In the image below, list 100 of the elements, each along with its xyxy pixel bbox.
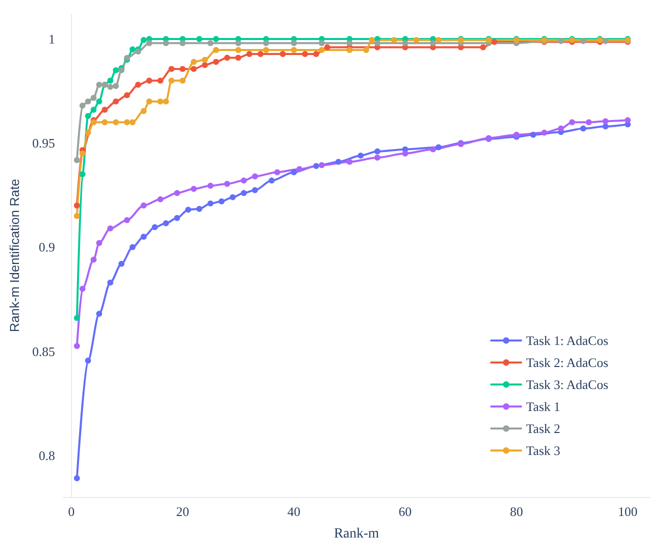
point: [79, 150, 86, 156]
point: [157, 78, 164, 84]
point: [235, 40, 242, 46]
point: [602, 123, 608, 130]
point: [107, 78, 114, 84]
point: [90, 256, 97, 263]
legend-label: Task 3: AdaCos: [526, 377, 608, 392]
point: [558, 38, 564, 44]
point: [324, 44, 330, 50]
point: [196, 206, 202, 212]
point: [74, 475, 80, 482]
point: [235, 54, 242, 61]
point: [252, 173, 258, 180]
legend-label: Task 1: AdaCos: [526, 333, 608, 348]
point: [258, 50, 264, 57]
point: [368, 37, 375, 44]
x-tick-label: 60: [398, 504, 412, 519]
point: [296, 166, 302, 172]
point: [602, 38, 608, 44]
x-tick-label: 80: [510, 504, 523, 519]
point: [436, 37, 442, 44]
point: [140, 234, 147, 240]
point: [174, 190, 180, 196]
point: [280, 50, 286, 57]
point: [374, 40, 380, 46]
point: [363, 47, 370, 54]
point: [107, 84, 114, 90]
point: [335, 158, 342, 165]
point: [157, 98, 164, 104]
legend-label: Task 3: [526, 443, 560, 458]
x-tick-label: 20: [176, 504, 190, 519]
point: [162, 98, 169, 104]
point: [290, 40, 297, 46]
point: [74, 212, 80, 219]
point: [580, 38, 586, 44]
legend-label: Task 2: AdaCos: [526, 355, 608, 370]
y-tick-label: 0.8: [38, 448, 55, 463]
point: [140, 202, 147, 209]
point: [207, 182, 214, 189]
point: [207, 40, 214, 46]
point: [240, 178, 247, 184]
legend-label: Task 1: [526, 399, 560, 414]
point: [624, 117, 631, 124]
point: [140, 108, 147, 114]
point: [124, 92, 130, 98]
point: [436, 144, 442, 150]
point: [391, 37, 398, 44]
point: [146, 40, 152, 46]
point: [146, 98, 152, 104]
point: [85, 98, 92, 104]
point: [162, 220, 169, 226]
point: [290, 169, 297, 176]
point: [224, 180, 230, 187]
point: [174, 215, 180, 222]
point: [74, 157, 80, 164]
point: [313, 50, 320, 57]
point: [190, 186, 197, 192]
point: [218, 198, 225, 204]
point: [224, 54, 230, 61]
y-tick-label: 0.85: [32, 344, 55, 359]
point: [185, 206, 192, 213]
point: [346, 158, 353, 165]
y-axis-title: Rank-m Identification Rate: [7, 178, 22, 332]
point: [402, 40, 408, 46]
point: [85, 130, 92, 136]
point: [413, 37, 420, 44]
point: [318, 40, 325, 46]
point: [480, 44, 486, 50]
point: [124, 119, 130, 126]
point: [190, 58, 197, 65]
point: [252, 187, 258, 194]
x-axis-title: Rank-m: [334, 526, 380, 542]
point: [79, 171, 86, 178]
point: [118, 260, 124, 267]
point: [430, 146, 436, 152]
point: [202, 56, 208, 63]
point: [168, 66, 174, 72]
point: [196, 36, 202, 42]
point: [246, 50, 252, 57]
point: [580, 126, 586, 132]
point: [318, 47, 325, 54]
point: [79, 286, 86, 292]
point: [263, 40, 270, 46]
point: [374, 154, 380, 161]
point: [202, 62, 208, 68]
point: [263, 47, 270, 54]
point: [180, 40, 186, 46]
point: [230, 194, 236, 200]
point: [130, 119, 136, 126]
point: [96, 310, 102, 317]
x-tick-label: 100: [618, 504, 638, 519]
point: [530, 132, 536, 138]
point: [302, 50, 308, 57]
point: [162, 40, 169, 46]
point: [558, 126, 564, 132]
point: [74, 314, 80, 321]
y-tick-label: 1: [48, 31, 55, 46]
point: [207, 200, 214, 206]
point: [213, 36, 220, 42]
point: [569, 119, 576, 126]
